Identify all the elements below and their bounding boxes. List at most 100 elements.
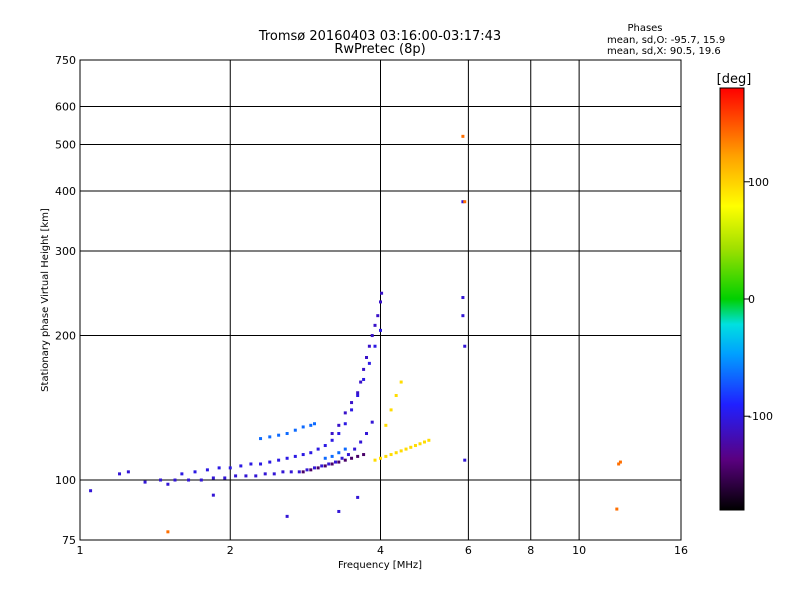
- data-point: [461, 134, 465, 138]
- data-point: [166, 530, 170, 534]
- data-point: [330, 462, 334, 466]
- data-point: [618, 460, 622, 464]
- data-point: [259, 437, 263, 441]
- stats-line-x: mean, sd,X: 90.5, 19.6: [607, 46, 721, 57]
- data-point: [281, 470, 285, 474]
- y-tick-labels: 75 100 200 300 400 500 600 750: [55, 54, 76, 547]
- data-point: [399, 449, 403, 453]
- data-point: [309, 423, 313, 427]
- x-tick-label: 2: [227, 544, 234, 557]
- data-point: [268, 460, 272, 464]
- data-point: [340, 456, 344, 460]
- data-point: [461, 200, 465, 204]
- data-point: [173, 478, 177, 482]
- data-point: [277, 433, 281, 437]
- y-tick-label: 100: [55, 474, 76, 487]
- data-point: [89, 489, 93, 493]
- data-point: [463, 344, 467, 348]
- data-point: [323, 456, 327, 460]
- y-tick-label: 75: [62, 534, 76, 547]
- data-point: [384, 423, 388, 427]
- stats-line-o: mean, sd,O: -95.7, 15.9: [607, 35, 725, 46]
- data-point: [359, 440, 363, 444]
- data-point: [379, 456, 382, 460]
- data-point: [362, 367, 366, 371]
- data-point: [418, 442, 422, 446]
- data-point: [268, 435, 272, 439]
- data-point: [293, 454, 297, 458]
- data-point: [187, 478, 191, 482]
- data-point: [343, 458, 347, 462]
- plot-frame: [79, 59, 682, 541]
- data-point: [327, 462, 331, 466]
- data-point: [362, 377, 366, 381]
- data-point: [323, 444, 327, 448]
- data-point: [461, 296, 465, 300]
- colorbar-label: [deg]: [717, 72, 752, 87]
- data-point: [370, 420, 374, 424]
- data-point: [394, 394, 398, 398]
- data-point: [118, 472, 122, 476]
- data-point: [211, 476, 215, 480]
- data-point: [337, 509, 341, 513]
- data-point: [343, 447, 347, 451]
- data-point: [309, 468, 313, 472]
- data-point: [263, 472, 267, 476]
- y-tick-label: 600: [55, 101, 76, 114]
- data-point: [365, 432, 369, 436]
- data-point: [285, 456, 289, 460]
- data-point: [333, 460, 337, 464]
- data-point: [305, 468, 309, 472]
- data-point: [413, 444, 417, 448]
- data-point: [180, 472, 184, 476]
- data-point: [373, 458, 377, 462]
- data-point: [330, 454, 334, 458]
- data-point: [615, 507, 619, 511]
- data-point: [337, 423, 341, 427]
- data-point: [370, 334, 374, 338]
- data-point: [373, 323, 377, 327]
- data-point: [362, 453, 366, 457]
- data-point: [244, 474, 248, 478]
- stats-heading: Phases: [627, 23, 662, 34]
- data-point: [126, 470, 130, 474]
- x-tick-label: 8: [527, 544, 534, 557]
- data-point: [356, 495, 360, 499]
- data-point: [166, 482, 170, 486]
- x-tick-label: 16: [674, 544, 688, 557]
- data-point: [379, 328, 382, 332]
- data-point: [422, 440, 426, 444]
- data-point: [316, 447, 320, 451]
- data-point: [320, 464, 324, 468]
- data-point: [285, 514, 289, 518]
- data-point: [343, 411, 347, 415]
- data-point: [289, 470, 293, 474]
- data-point: [461, 314, 465, 318]
- data-point: [356, 394, 360, 398]
- chart-title: Tromsø 20160403 03:16:00-03:17:43: [258, 29, 501, 44]
- data-point: [159, 478, 163, 482]
- data-point: [143, 480, 147, 484]
- y-tick-label: 400: [55, 185, 76, 198]
- data-point: [384, 454, 388, 458]
- data-point: [301, 453, 305, 457]
- data-point: [272, 472, 276, 476]
- data-point: [239, 464, 243, 468]
- data-point: [199, 478, 203, 482]
- grid-lines: [80, 60, 681, 540]
- y-tick-label: 300: [55, 245, 76, 258]
- data-point: [376, 314, 380, 318]
- colorbar-tick-label: 0: [748, 293, 755, 306]
- colorbar-tick-label: 100: [748, 176, 769, 189]
- colorbar-tick-label: -100: [748, 410, 773, 423]
- data-point: [359, 380, 363, 384]
- data-point: [316, 466, 320, 470]
- data-point: [337, 460, 341, 464]
- data-points: [89, 134, 622, 534]
- data-point: [293, 428, 297, 432]
- data-point: [356, 391, 360, 395]
- data-point: [217, 466, 221, 470]
- data-point: [254, 474, 258, 478]
- data-point: [330, 438, 334, 442]
- x-tick-label: 10: [572, 544, 586, 557]
